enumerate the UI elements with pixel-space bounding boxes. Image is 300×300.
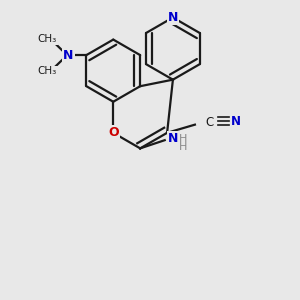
Text: N: N <box>63 49 74 62</box>
Text: O: O <box>108 126 119 139</box>
Text: N: N <box>168 132 178 145</box>
Text: N: N <box>168 11 178 24</box>
Text: N: N <box>231 115 241 128</box>
Text: H: H <box>178 142 187 152</box>
Text: CH₃: CH₃ <box>38 34 57 44</box>
Text: C: C <box>206 116 214 128</box>
Text: H: H <box>178 134 187 143</box>
Text: CH₃: CH₃ <box>38 67 57 76</box>
